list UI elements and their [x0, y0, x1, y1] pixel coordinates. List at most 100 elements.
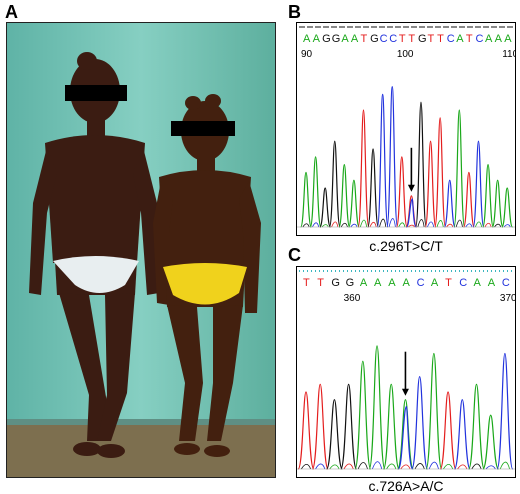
trace-peak [397, 399, 414, 470]
secondary-peak [406, 198, 417, 228]
trace-peak [463, 171, 475, 228]
trace-peak [468, 383, 485, 470]
underwear-left [53, 256, 139, 293]
base-call: A [402, 277, 410, 289]
eye-bar-right [171, 121, 235, 136]
base-call: A [360, 277, 368, 289]
trace-peak [386, 85, 399, 228]
base-call: T [317, 277, 324, 289]
trace-noise [300, 463, 312, 470]
underwear-right [163, 263, 247, 305]
trace-peak [411, 375, 429, 470]
base-call: C [502, 277, 510, 289]
trace-noise [398, 222, 406, 228]
trace-peak [491, 179, 504, 228]
trace-noise [357, 462, 368, 470]
base-call: C [380, 33, 388, 45]
trace-noise [312, 222, 320, 228]
chromatogram-c: T T G G A A A A C A T C A A C 360 370 [296, 266, 516, 478]
trace-noise [443, 463, 454, 470]
child-right [153, 94, 261, 457]
floor [7, 423, 275, 477]
trace-peak [415, 101, 427, 228]
trace-noise [485, 465, 496, 470]
trace-peak [357, 109, 370, 228]
panel-b-label: B [288, 2, 301, 22]
base-call: G [346, 277, 355, 289]
position-label: 110 [502, 49, 515, 60]
base-call: A [388, 277, 396, 289]
trace-peak [311, 383, 329, 470]
base-call: G [418, 33, 427, 45]
trace-peak [453, 109, 466, 228]
trace-noise [329, 464, 340, 470]
trace-noise [455, 219, 463, 228]
trace-noise [350, 223, 358, 228]
trace-noise [388, 218, 396, 228]
trace-peak [376, 93, 389, 228]
base-call: A [374, 277, 382, 289]
trace-peak [424, 140, 437, 228]
trace-noise [340, 222, 348, 228]
trace-noise [302, 223, 310, 228]
eye-bar-left [65, 85, 127, 101]
trace-noise [315, 463, 326, 470]
trace-noise [499, 461, 510, 470]
trace-noise [400, 464, 411, 470]
base-call: T [437, 33, 444, 45]
trace-noise [484, 222, 492, 228]
position-label: 90 [301, 49, 313, 60]
base-call: C [447, 33, 455, 45]
base-call: C [459, 277, 467, 289]
base-call: A [473, 277, 481, 289]
base-call: A [431, 277, 439, 289]
trace-peak [338, 163, 351, 228]
chromatogram-b-plot: AAGGAATGCCTTGTTCATCAAA90100110 [297, 26, 515, 228]
base-call: A [341, 33, 349, 45]
trace-peak [382, 383, 400, 470]
trace-noise [494, 223, 502, 228]
photo-illustration [7, 23, 275, 477]
clinical-photograph [6, 22, 276, 478]
trace-peak [434, 117, 446, 228]
chromatogram-b: AAGGAATGCCTTGTTCATCAAA90100110 [296, 22, 516, 236]
base-call: T [360, 33, 367, 45]
base-call: A [303, 33, 311, 45]
caption-b: c.296T>C/T [369, 238, 443, 254]
base-call: C [389, 33, 397, 45]
trace-noise [503, 224, 511, 228]
base-call: T [445, 277, 452, 289]
base-call: C [475, 33, 483, 45]
trace-peak [309, 156, 322, 228]
panel-a-label: A [5, 2, 18, 22]
trace-peak [326, 399, 343, 470]
base-call: T [466, 33, 473, 45]
trace-peak [348, 179, 360, 228]
trace-peak [482, 163, 494, 228]
trace-peak [340, 383, 358, 470]
trace-peak [439, 391, 457, 470]
secondary-peak [397, 406, 414, 470]
trace-noise [474, 221, 483, 228]
trace-noise [371, 461, 383, 470]
trace-noise [428, 461, 439, 470]
trace-noise [427, 221, 435, 228]
position-label: 100 [397, 49, 414, 60]
base-call: A [504, 33, 512, 45]
trace-noise [414, 463, 425, 470]
trace-noise [471, 463, 482, 470]
trace-peak [482, 414, 500, 470]
mutation-arrowhead [407, 184, 415, 192]
trace-peak [453, 399, 471, 470]
trace-peak [328, 140, 341, 228]
trace-peak [300, 171, 312, 228]
base-call: G [331, 277, 340, 289]
base-call: A [488, 277, 496, 289]
trace-noise [417, 219, 425, 228]
trace-noise [446, 223, 454, 228]
base-call: A [313, 33, 321, 45]
base-call: A [456, 33, 464, 45]
trace-peak [425, 352, 443, 470]
trace-noise [407, 224, 415, 228]
